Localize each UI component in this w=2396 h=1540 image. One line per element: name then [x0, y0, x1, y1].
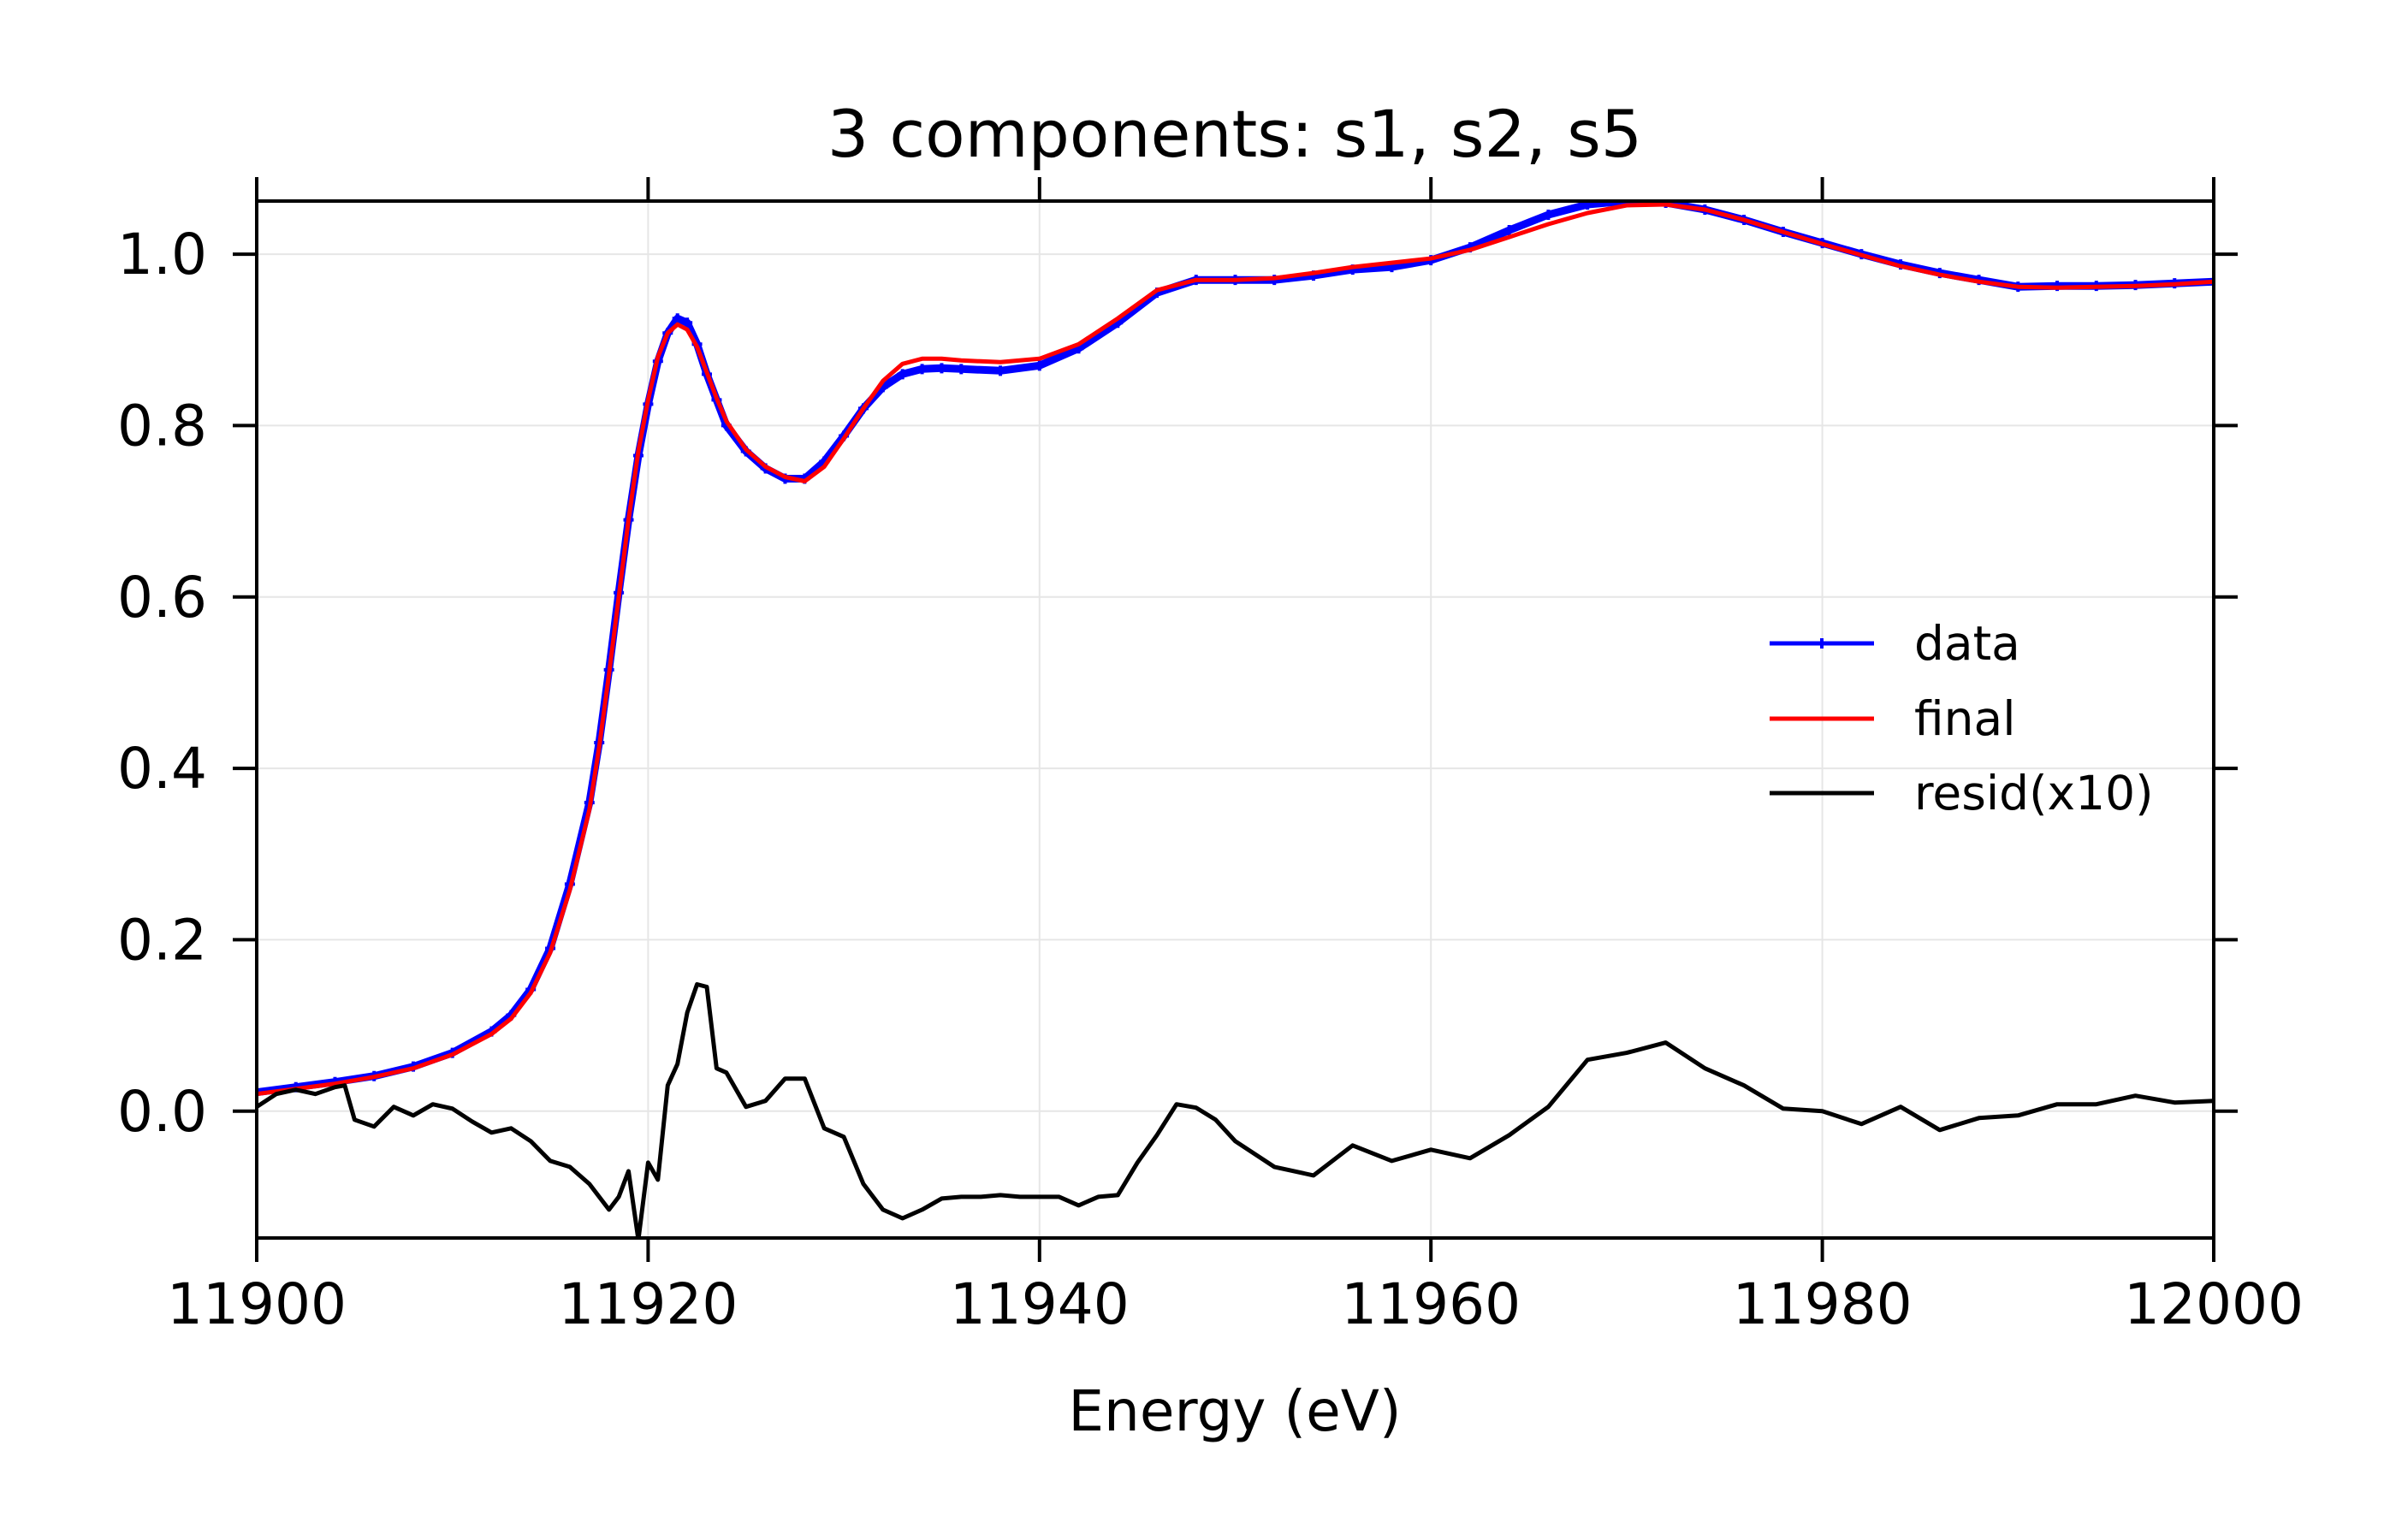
series-line-resid-x10 [257, 982, 2214, 1238]
legend-label-resid: resid(x10) [1914, 766, 2154, 820]
x-tick-label: 11980 [1733, 1271, 1913, 1337]
data-point [682, 317, 693, 329]
data-point [956, 364, 967, 375]
x-tick-label: 11920 [558, 1271, 738, 1337]
y-tick-label: 0.2 [117, 907, 207, 973]
x-tick-label: 11960 [1341, 1271, 1521, 1337]
y-tick-label: 0.6 [117, 565, 207, 631]
data-point [1503, 225, 1515, 236]
y-tick-label: 1.0 [117, 222, 207, 287]
chart-title: 3 components: s1, s2, s5 [827, 96, 1642, 172]
data-point [995, 365, 1006, 376]
plot-area [257, 201, 2214, 1238]
x-tick-label: 11940 [950, 1271, 1130, 1337]
y-tick-label: 0.4 [117, 736, 207, 802]
series-layer [257, 201, 2214, 1238]
legend-marker-data [1817, 638, 1827, 649]
data-point [897, 369, 908, 380]
legend: data final resid(x10) [1770, 616, 2154, 820]
data-point [672, 313, 683, 324]
data-point [1543, 210, 1554, 221]
x-axis-label: Energy (eV) [1068, 1378, 1401, 1444]
y-tick-label: 0.0 [117, 1079, 207, 1145]
y-tick-label: 0.8 [117, 393, 207, 459]
legend-label-data: data [1914, 616, 2020, 671]
ticks: 11900 11920 11940 11960 11980 12000 0.0 0.2 0.4 0… [117, 177, 2304, 1337]
legend-label-final: final [1914, 691, 2016, 746]
data-point [936, 363, 947, 374]
series-line-final [257, 202, 2214, 1097]
data-point [1034, 360, 1045, 371]
x-tick-label: 11900 [167, 1271, 347, 1337]
data-point [916, 364, 928, 375]
x-tick-label: 12000 [2124, 1271, 2304, 1337]
plot-frame [255, 199, 2215, 1240]
